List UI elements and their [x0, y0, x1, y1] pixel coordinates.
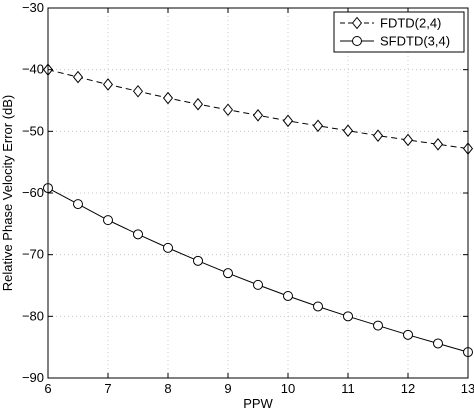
x-tick-label: 8: [164, 381, 171, 396]
data-point-1: [342, 124, 354, 138]
data-point-1: [72, 70, 84, 84]
data-point-2: [73, 199, 83, 210]
data-point-2: [193, 255, 203, 266]
series-line-2: [47, 187, 469, 353]
data-point-1: [402, 133, 414, 147]
data-point-2: [433, 338, 443, 349]
legend-marker: [351, 16, 363, 30]
axis-ticks: [47, 7, 469, 379]
y-tick-label: −50: [22, 123, 44, 138]
legend-marker: [352, 36, 362, 46]
tick-labels: 6 7 8 9 10 11 12 13 −30 −40 −50 −60 −70 −80 −90: [22, 0, 474, 396]
x-tick-label: 11: [341, 381, 355, 396]
grid-lines: [48, 8, 468, 378]
data-point-1: [312, 119, 324, 133]
x-tick-label: 6: [44, 381, 51, 396]
x-axis-label: PPW: [243, 396, 273, 411]
data-point-2: [223, 268, 233, 279]
data-point-2: [343, 311, 353, 322]
data-point-1: [162, 91, 174, 105]
data-point-1: [132, 84, 144, 98]
data-point-1: [432, 137, 444, 151]
y-tick-label: −80: [22, 308, 44, 323]
data-point-2: [313, 301, 323, 312]
data-point-2: [373, 320, 383, 331]
data-point-1: [372, 129, 384, 142]
y-tick-label: −60: [22, 185, 44, 200]
x-tick-label: 9: [224, 381, 231, 396]
data-point-1: [192, 97, 204, 111]
legend-label: FDTD(2,4): [380, 16, 441, 31]
data-point-1: [102, 78, 114, 91]
data-point-2: [103, 215, 113, 226]
data-point-2: [163, 242, 173, 253]
data-point-2: [253, 279, 263, 290]
data-point-1: [252, 108, 264, 122]
data-point-1: [282, 114, 294, 128]
x-tick-label: 7: [104, 381, 111, 396]
legend: FDTD(2,4) SFDTD(3,4): [333, 11, 465, 53]
y-tick-label: −90: [22, 370, 44, 385]
y-tick-label: −30: [22, 0, 44, 15]
data-point-2: [283, 290, 293, 301]
data-point-2: [133, 229, 143, 240]
y-axis-label: Relative Phase Velocity Error (dB): [0, 95, 15, 292]
series-markers: [42, 63, 474, 358]
legend-label: SFDTD(3,4): [380, 34, 450, 49]
x-tick-label: 13: [461, 381, 474, 396]
x-tick-label: 10: [281, 381, 295, 396]
y-tick-label: −40: [22, 62, 44, 77]
x-tick-label: 12: [401, 381, 415, 396]
data-point-1: [222, 103, 234, 117]
data-point-2: [403, 329, 413, 340]
y-tick-label: −70: [22, 247, 44, 262]
